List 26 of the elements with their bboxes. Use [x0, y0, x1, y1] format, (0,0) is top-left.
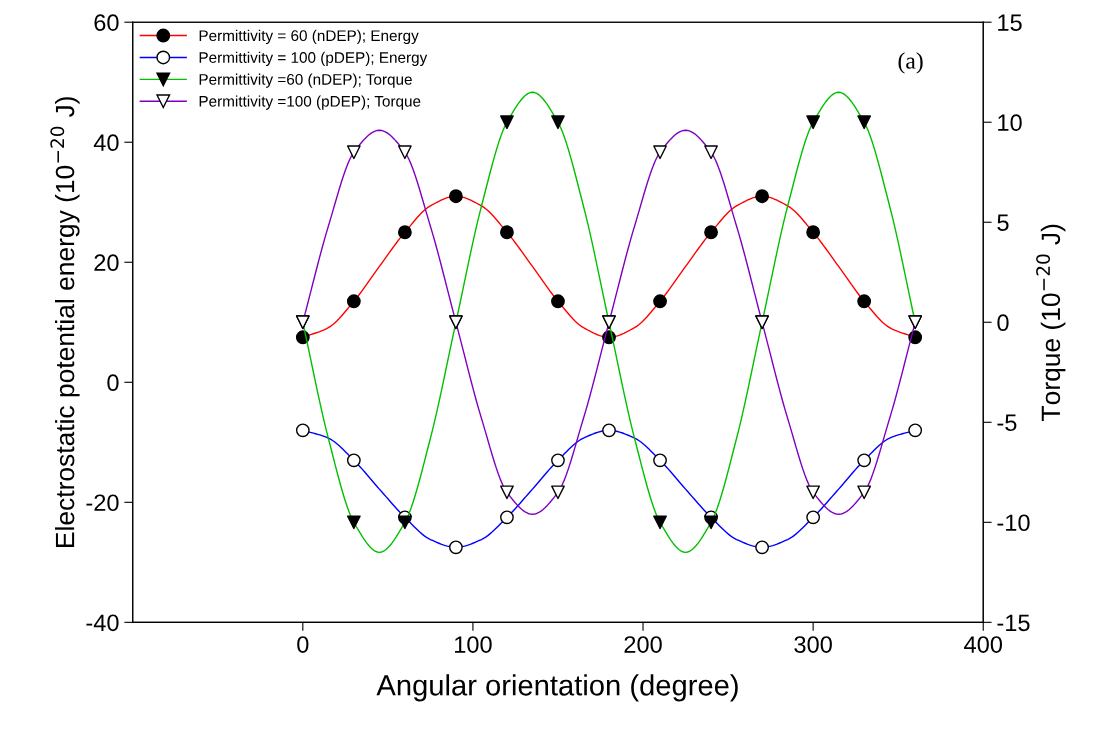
y-tick-label: 40 — [93, 134, 119, 152]
y-tick-label: -40 — [86, 614, 119, 632]
annotation: (a) — [898, 52, 923, 74]
x-tick-label: 0 — [297, 636, 309, 653]
legend-label: Permittivity =60 (nDEP); Torque — [199, 73, 412, 88]
y-tick-label: -20 — [86, 494, 119, 512]
x-tick-label: 100 — [455, 636, 492, 653]
y2-tick-label: -5 — [997, 414, 1017, 432]
legend-label: Permittivity = 60 (nDEP); Energy — [199, 29, 419, 45]
x-tick-label: 200 — [624, 636, 662, 653]
legend-label: Permittivity = 100 (pDEP); Energy — [199, 51, 428, 66]
y2-tick-label: 10 — [998, 114, 1022, 132]
x-tick-label: 400 — [964, 636, 1003, 653]
x-tick-label: 300 — [794, 636, 832, 653]
y2-tick-label: -15 — [997, 614, 1030, 632]
y-tick-label: 60 — [94, 14, 119, 31]
y2-tick-label: 15 — [998, 14, 1022, 31]
y-tick-label: 0 — [107, 374, 119, 392]
y2-tick-label: 0 — [997, 314, 1009, 332]
x-axis-title: Angular orientation (degree) — [376, 674, 738, 702]
y-tick-label: 20 — [94, 254, 119, 272]
y2-tick-label: 5 — [997, 214, 1009, 232]
y2-tick-label: -10 — [997, 514, 1030, 532]
legend-label: Permittivity =100 (pDEP); Torque — [199, 95, 421, 110]
y2-axis-title: Torque (10$^{−20}$ J) — [1036, 224, 1066, 421]
y-axis-title: Electrostatic potential energy (10$^{−20}$ J) — [50, 97, 80, 547]
